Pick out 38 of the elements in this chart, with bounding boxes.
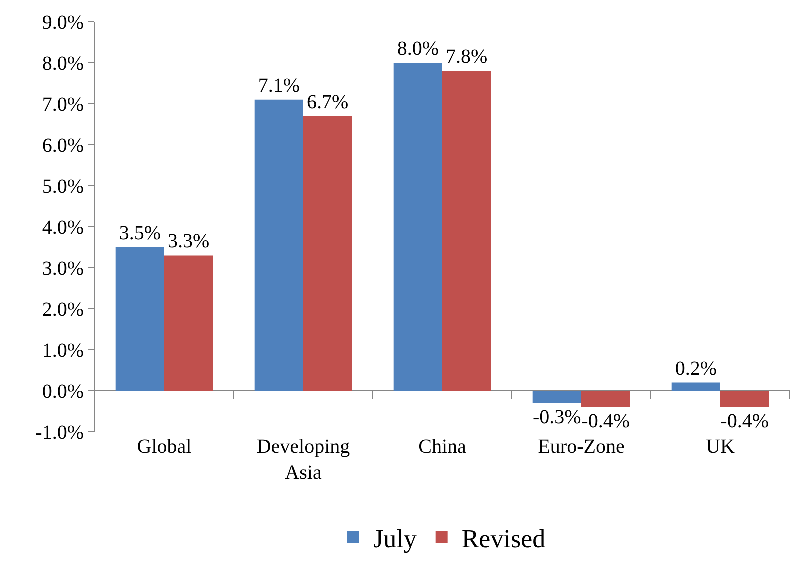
data-label: 3.3% xyxy=(168,230,210,253)
bar xyxy=(672,382,720,391)
legend-label: July xyxy=(374,524,417,554)
y-tick-label: 3.0% xyxy=(42,258,84,280)
x-tick-label: UK xyxy=(706,436,736,458)
data-label: 0.2% xyxy=(675,358,718,380)
data-label: 6.7% xyxy=(306,91,349,114)
y-tick-label: 4.0% xyxy=(42,217,84,239)
y-tick-label: 8.0% xyxy=(42,53,84,75)
bar xyxy=(582,391,630,408)
bar xyxy=(164,256,214,391)
y-tick-label: 0.0% xyxy=(42,381,84,403)
x-tick-label: Euro-Zone xyxy=(538,436,625,458)
data-label: -0.4% xyxy=(582,410,630,432)
bar xyxy=(254,100,304,391)
data-label: -0.4% xyxy=(720,410,769,432)
y-tick-label: 7.0% xyxy=(42,94,84,116)
y-tick-label: 2.0% xyxy=(42,299,84,321)
y-tick-label: 6.0% xyxy=(42,135,84,157)
x-tick-label: China xyxy=(418,436,467,458)
legend-label: Revised xyxy=(462,524,546,554)
data-label: 3.5% xyxy=(119,222,162,244)
y-tick-label: 1.0% xyxy=(42,340,84,362)
bar xyxy=(304,116,352,391)
bar xyxy=(532,391,582,404)
data-label: 7.1% xyxy=(258,74,300,97)
bar xyxy=(394,63,442,391)
bar xyxy=(116,248,164,391)
x-tick-label: Developing Asia xyxy=(256,436,350,484)
data-label: 8.0% xyxy=(397,38,440,60)
y-tick-label: 5.0% xyxy=(42,176,84,198)
y-tick-label: 9.0% xyxy=(42,12,84,34)
y-tick-label: -1.0% xyxy=(36,422,84,444)
x-tick-label: Global xyxy=(137,436,192,458)
bar xyxy=(720,391,770,408)
data-label: -0.3% xyxy=(533,406,582,428)
bar xyxy=(442,71,492,391)
data-label: 7.8% xyxy=(446,46,488,68)
